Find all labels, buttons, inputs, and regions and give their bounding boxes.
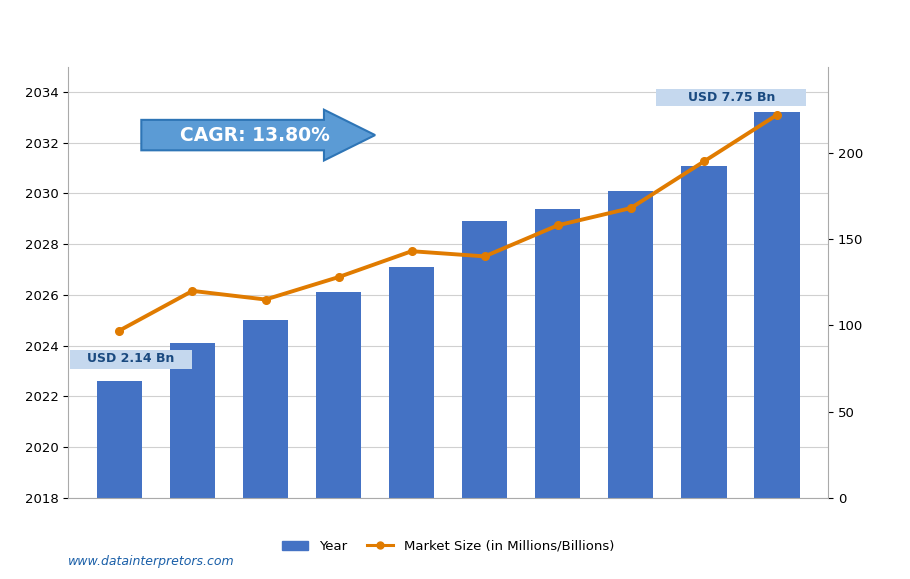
Bar (754, 112, 800, 498)
Bar (608, 191, 653, 498)
Bar (389, 267, 434, 498)
Text: www.datainterpretors.com: www.datainterpretors.com (68, 555, 235, 567)
Text: Legal Document Management Software Market Size Analysis (2024-2033): Legal Document Management Software Marke… (35, 21, 875, 40)
Text: USD 2.14 Bn: USD 2.14 Bn (87, 353, 175, 365)
Bar (316, 292, 361, 498)
Legend: Year, Market Size (in Millions/Billions): Year, Market Size (in Millions/Billions) (277, 534, 620, 558)
Bar (535, 208, 581, 498)
Text: USD 7.75 Bn: USD 7.75 Bn (688, 91, 775, 104)
Bar (170, 343, 215, 498)
FancyBboxPatch shape (70, 350, 192, 369)
Text: CAGR: 13.80%: CAGR: 13.80% (179, 126, 329, 145)
Bar (243, 320, 288, 498)
Bar (462, 221, 508, 498)
FancyBboxPatch shape (656, 89, 806, 106)
FancyArrow shape (141, 110, 375, 160)
Bar (682, 166, 726, 498)
Bar (96, 381, 142, 498)
